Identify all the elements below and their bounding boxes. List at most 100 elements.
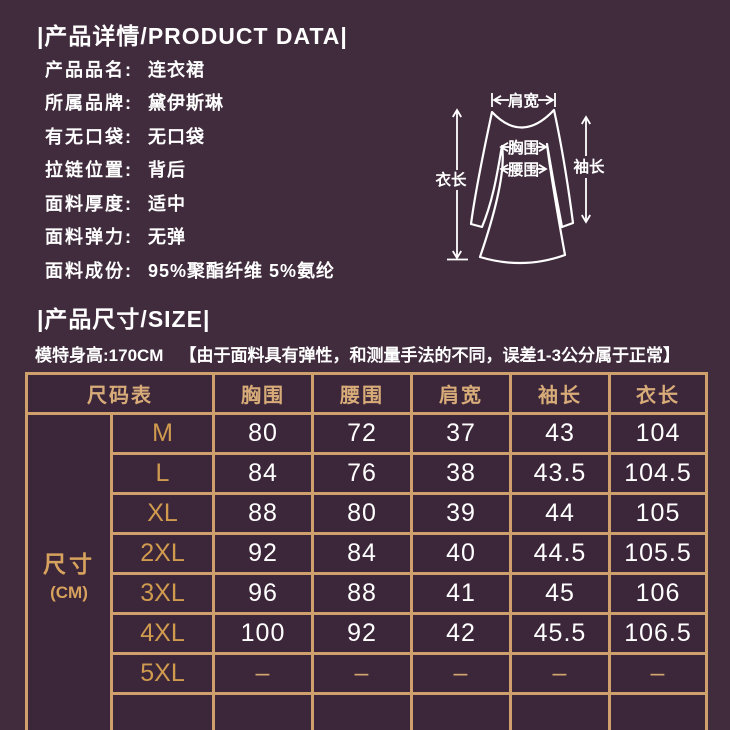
cell-value: 42 — [410, 612, 512, 655]
col-header-bust: 胸围 — [212, 372, 314, 415]
cell-value: 100 — [212, 612, 314, 655]
cell-value: 105 — [608, 492, 708, 535]
cell-value: 40 — [410, 532, 512, 575]
cell-value: 96 — [212, 572, 314, 615]
tolerance-note-text: 【由于面料具有弹性，和测量手法的不同，误差1-3公分属于正常】 — [179, 346, 681, 365]
size-table: 尺码表 胸围 腰围 肩宽 袖长 衣长 尺寸 (CM) M 80 72 37 43… — [25, 372, 708, 730]
table-row-empty — [27, 692, 708, 730]
cell-value: 44.5 — [509, 532, 611, 575]
cell-value: 88 — [212, 492, 314, 535]
info-label: 面料厚度: — [45, 193, 133, 214]
size-label — [110, 692, 215, 730]
info-row-pockets: 有无口袋: 无口袋 — [45, 119, 335, 153]
cell-value: 92 — [311, 612, 413, 655]
info-value: 95%聚酯纤维 5%氨纶 — [148, 260, 336, 281]
cell-value: 92 — [212, 532, 314, 575]
cell-value: 84 — [212, 452, 314, 495]
section-title-product-data: |产品详情/PRODUCT DATA| — [37, 23, 348, 49]
cell-value: – — [410, 652, 512, 695]
table-row-3xl: 3XL 96 88 41 45 106 — [27, 572, 708, 615]
info-row-product-name: 产品品名: 连衣裙 — [45, 52, 335, 86]
table-row-xl: XL 88 80 39 44 105 — [27, 492, 708, 535]
col-header-waist: 腰围 — [311, 372, 413, 415]
cell-value: 72 — [311, 412, 413, 455]
table-row-5xl: 5XL – – – – – — [27, 652, 708, 695]
cell-value: 43 — [509, 412, 611, 455]
cell-value: 88 — [311, 572, 413, 615]
cell-value: – — [509, 652, 611, 695]
cell-value: 41 — [410, 572, 512, 615]
cell-value: 106 — [608, 572, 708, 615]
garment-length-arrow — [447, 108, 468, 261]
dress-outline — [469, 108, 575, 265]
unit-cell: 尺寸 (CM) — [25, 412, 113, 730]
model-height-text: 模特身高:170CM — [35, 346, 164, 365]
corner-header-cell: 尺码表 — [25, 372, 215, 415]
col-header-length: 衣长 — [608, 372, 708, 415]
cell-value: 80 — [311, 492, 413, 535]
waist-label: 腰围 — [507, 161, 539, 179]
size-table-header-row: 尺码表 胸围 腰围 肩宽 袖长 衣长 — [25, 372, 708, 415]
info-value: 适中 — [148, 193, 186, 214]
info-row-fabric: 面料成份: 95%聚酯纤维 5%氨纶 — [45, 253, 335, 287]
cell-value: 104 — [608, 412, 708, 455]
info-label: 有无口袋: — [45, 126, 133, 147]
cell-value: 39 — [410, 492, 512, 535]
cell-value: 38 — [410, 452, 512, 495]
info-value: 背后 — [148, 160, 186, 181]
dress-measurement-diagram: 肩宽 胸围 腰围 衣长 袖长 — [435, 91, 605, 265]
product-info-list: 产品品名: 连衣裙 所属品牌: 黛伊斯琳 有无口袋: 无口袋 拉链位置: 背后 … — [45, 52, 335, 287]
cell-value: 106.5 — [608, 612, 708, 655]
cell-value — [212, 692, 314, 730]
cell-value — [509, 692, 611, 730]
cell-value: 43.5 — [509, 452, 611, 495]
table-row-4xl: 4XL 100 92 42 45.5 106.5 — [27, 612, 708, 655]
info-value: 无口袋 — [148, 126, 205, 147]
sleeve-length-label: 袖长 — [573, 157, 605, 176]
size-label: 2XL — [110, 532, 215, 575]
cell-value — [410, 692, 512, 730]
info-value: 无弹 — [148, 227, 186, 248]
bust-arrow — [499, 142, 548, 152]
info-label: 所属品牌: — [45, 93, 133, 114]
cell-value: 45 — [509, 572, 611, 615]
cell-value: 76 — [311, 452, 413, 495]
cell-value: 45.5 — [509, 612, 611, 655]
info-label: 面料弹力: — [45, 227, 133, 248]
shoulder-width-arrow — [491, 93, 556, 107]
col-header-sleeve: 袖长 — [509, 372, 611, 415]
table-row-m: 尺寸 (CM) M 80 72 37 43 104 — [25, 412, 708, 730]
section-title-size: |产品尺寸/SIZE| — [37, 306, 211, 332]
cell-value: 84 — [311, 532, 413, 575]
size-label: XL — [110, 492, 215, 535]
cell-value: – — [311, 652, 413, 695]
size-label: M — [110, 412, 215, 455]
info-row-brand: 所属品牌: 黛伊斯琳 — [45, 86, 335, 120]
cell-value — [608, 692, 708, 730]
info-row-elasticity: 面料弹力: 无弹 — [45, 220, 335, 254]
size-label: L — [110, 452, 215, 495]
info-value: 连衣裙 — [148, 59, 205, 80]
garment-length-label: 衣长 — [435, 170, 467, 189]
size-label: 3XL — [110, 572, 215, 615]
unit-label: 尺寸 — [43, 550, 95, 577]
cell-value: – — [212, 652, 314, 695]
col-header-shoulder: 肩宽 — [410, 372, 512, 415]
cell-value: – — [608, 652, 708, 695]
model-height-note: 模特身高:170CM 【由于面料具有弹性，和测量手法的不同，误差1-3公分属于正… — [35, 341, 680, 366]
info-label: 产品品名: — [45, 59, 133, 80]
sleeve-length-arrow — [581, 115, 591, 224]
cell-value: 105.5 — [608, 532, 708, 575]
shoulder-width-label: 肩宽 — [508, 91, 540, 110]
size-label: 5XL — [110, 652, 215, 695]
cell-value: 80 — [212, 412, 314, 455]
cell-value: 37 — [410, 412, 512, 455]
bust-label: 胸围 — [508, 138, 539, 157]
info-label: 面料成份: — [45, 260, 133, 281]
table-row-2xl: 2XL 92 84 40 44.5 105.5 — [27, 532, 708, 575]
table-row-l: L 84 76 38 43.5 104.5 — [27, 452, 708, 495]
info-label: 拉链位置: — [45, 160, 133, 181]
info-row-thickness: 面料厚度: 适中 — [45, 186, 335, 220]
info-value: 黛伊斯琳 — [148, 93, 224, 114]
